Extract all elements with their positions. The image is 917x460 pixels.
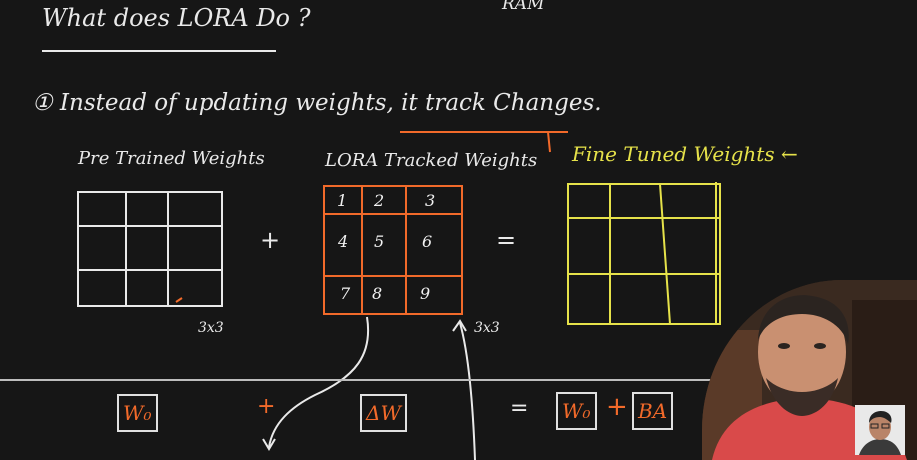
formula-plus: + xyxy=(257,394,276,419)
pip-thumbnail xyxy=(855,405,905,455)
lora-cell: 2 xyxy=(374,191,385,210)
dimension-label: 3x3 xyxy=(474,320,500,336)
secondary-avatar-icon xyxy=(855,405,905,455)
point-text: ① Instead of updating weights, it track … xyxy=(32,90,602,116)
point-underline xyxy=(400,131,568,153)
fine-tuned-label: Fine Tuned Weights ← xyxy=(572,142,798,166)
equals-sign: = xyxy=(496,226,517,254)
lora-cell: 3 xyxy=(425,191,436,210)
w0-box: W₀ xyxy=(117,394,158,432)
title-underline xyxy=(42,50,276,52)
lora-cell: 7 xyxy=(340,284,351,303)
pretrained-label: Pre Trained Weights xyxy=(78,148,265,169)
w0-right-box: W₀ xyxy=(556,392,597,430)
lora-cell: 8 xyxy=(372,284,383,303)
slide-title: What does LORA Do ? xyxy=(42,4,311,32)
pretrained-grid xyxy=(77,191,223,307)
ba-box: BA xyxy=(632,392,674,430)
lora-grid xyxy=(323,185,463,315)
lora-label: LORA Tracked Weights xyxy=(325,150,538,171)
formula-equals: = xyxy=(510,396,529,421)
lora-cell: 4 xyxy=(338,232,349,251)
fine-tuned-grid xyxy=(567,182,721,325)
lora-cell: 1 xyxy=(337,191,348,210)
dimension-label: 3x3 xyxy=(198,320,224,336)
lora-cell: 9 xyxy=(420,284,431,303)
lora-cell: 5 xyxy=(374,232,385,251)
plus-sign: + xyxy=(260,226,281,254)
connector-arrows xyxy=(262,316,476,460)
ram-note: RAM xyxy=(502,0,545,14)
divider-line xyxy=(0,379,917,381)
delta-w-box: ΔW xyxy=(360,394,407,432)
lora-cell: 6 xyxy=(422,232,433,251)
formula-plus-right: + xyxy=(606,392,628,422)
